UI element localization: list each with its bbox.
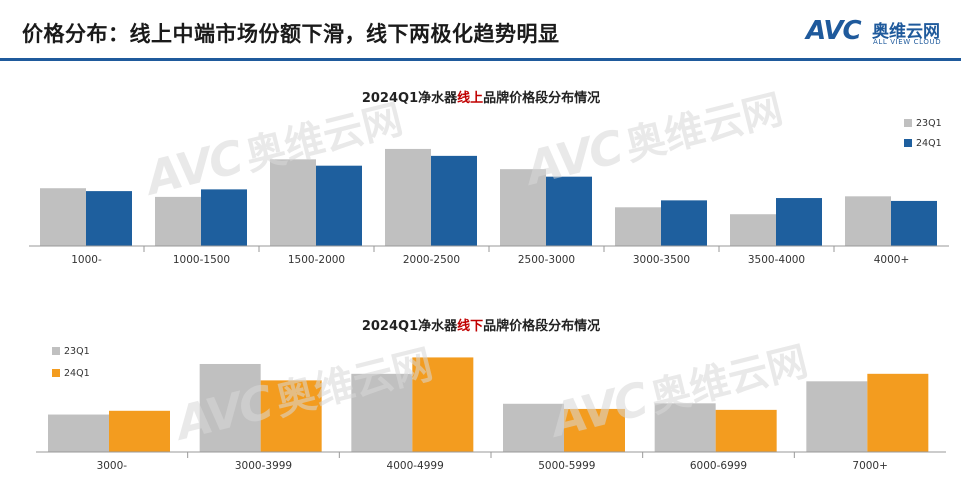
x-tick-label: 6000-6999 <box>690 460 747 472</box>
bar-24Q1-1000-1500 <box>201 189 247 246</box>
bar-23Q1-5000-5999 <box>503 403 564 452</box>
chart-title: 2024Q1净水器线上品牌价格段分布情况 <box>362 90 600 106</box>
online-chart-svg: 2024Q1净水器线上品牌价格段分布情况 1000- 1000-1500 1500-2… <box>29 90 949 266</box>
slide-header: 价格分布：线上中端市场份额下滑，线下两极化趋势明显 AVC 奥维云网 ALL V… <box>0 0 961 62</box>
avc-logo: AVC 奥维云网 ALL VIEW CLOUD <box>806 16 956 50</box>
x-tick-label: 1000- <box>71 254 102 266</box>
bar-24Q1-1500-2000 <box>316 165 362 246</box>
title-rule <box>0 58 961 61</box>
bar-24Q1-2500-3000 <box>546 176 592 246</box>
bar-23Q1-3000-3999 <box>199 363 261 452</box>
logo-english-name: ALL VIEW CLOUD <box>873 38 942 46</box>
legend-label-23Q1: 23Q1 <box>64 346 90 357</box>
bar-23Q1-2500-3000 <box>500 169 546 246</box>
bar-24Q1-4000+ <box>891 200 937 246</box>
x-tick-label: 3000-3500 <box>633 254 690 266</box>
bar-23Q1-3000- <box>48 414 109 452</box>
bar-23Q1-2000-2500 <box>385 148 431 246</box>
logo-mark: AVC <box>806 16 862 46</box>
legend-label-24Q1: 24Q1 <box>916 138 942 149</box>
x-tick-label: 3000- <box>97 460 128 472</box>
bar-23Q1-4000+ <box>845 196 891 246</box>
bar-23Q1-6000-6999 <box>654 403 716 452</box>
x-tick-label: 2000-2500 <box>403 254 460 266</box>
x-tick-label: 2500-3000 <box>518 254 575 266</box>
bar-23Q1-3500-4000 <box>730 214 776 246</box>
bar-24Q1-6000-6999 <box>715 409 777 452</box>
x-tick-label: 7000+ <box>852 460 888 472</box>
bar-24Q1-3000-3999 <box>260 380 322 452</box>
bar-23Q1-1500-2000 <box>270 159 316 246</box>
bar-23Q1-1000-1500 <box>155 196 201 246</box>
bar-24Q1-7000+ <box>867 373 929 452</box>
bar-24Q1-3000-3500 <box>661 200 707 246</box>
legend-label-23Q1: 23Q1 <box>916 118 942 129</box>
bar-24Q1-3500-4000 <box>776 198 822 246</box>
bar-24Q1-2000-2500 <box>431 155 477 246</box>
bar-23Q1-3000-3500 <box>615 207 661 246</box>
x-tick-label: 1500-2000 <box>288 254 345 266</box>
x-tick-label: 5000-5999 <box>538 460 595 472</box>
bar-24Q1-4000-4999 <box>412 357 474 452</box>
x-tick-label: 4000-4999 <box>387 460 444 472</box>
x-tick-label: 3000-3999 <box>235 460 292 472</box>
x-tick-label: 3500-4000 <box>748 254 805 266</box>
legend-label-24Q1: 24Q1 <box>64 368 90 379</box>
x-tick-label: 4000+ <box>874 254 910 266</box>
bar-23Q1-1000- <box>40 188 86 246</box>
page-title: 价格分布：线上中端市场份额下滑，线下两极化趋势明显 <box>22 22 560 46</box>
legend-swatch-24Q1 <box>52 369 60 377</box>
bar-24Q1-3000- <box>109 410 170 452</box>
legend-swatch-24Q1 <box>904 139 912 147</box>
x-tick-label: 1000-1500 <box>173 254 230 266</box>
bar-23Q1-4000-4999 <box>351 373 413 452</box>
legend-swatch-23Q1 <box>904 119 912 127</box>
offline-chart-svg: 2024Q1净水器线下品牌价格段分布情况 3000- 3000-3999 4000-4… <box>36 318 946 472</box>
bar-24Q1-1000- <box>86 191 132 246</box>
logo-chinese-name: 奥维云网 <box>872 22 940 42</box>
offline-price-chart: 2024Q1净水器线下品牌价格段分布情况 3000- 3000-3999 4000-4… <box>0 305 961 488</box>
online-price-chart: 2024Q1净水器线上品牌价格段分布情况 1000- 1000-1500 1500-2… <box>0 62 961 282</box>
bar-24Q1-5000-5999 <box>564 408 625 452</box>
bar-23Q1-7000+ <box>806 381 868 452</box>
chart-title: 2024Q1净水器线下品牌价格段分布情况 <box>362 318 600 334</box>
legend-swatch-23Q1 <box>52 347 60 355</box>
